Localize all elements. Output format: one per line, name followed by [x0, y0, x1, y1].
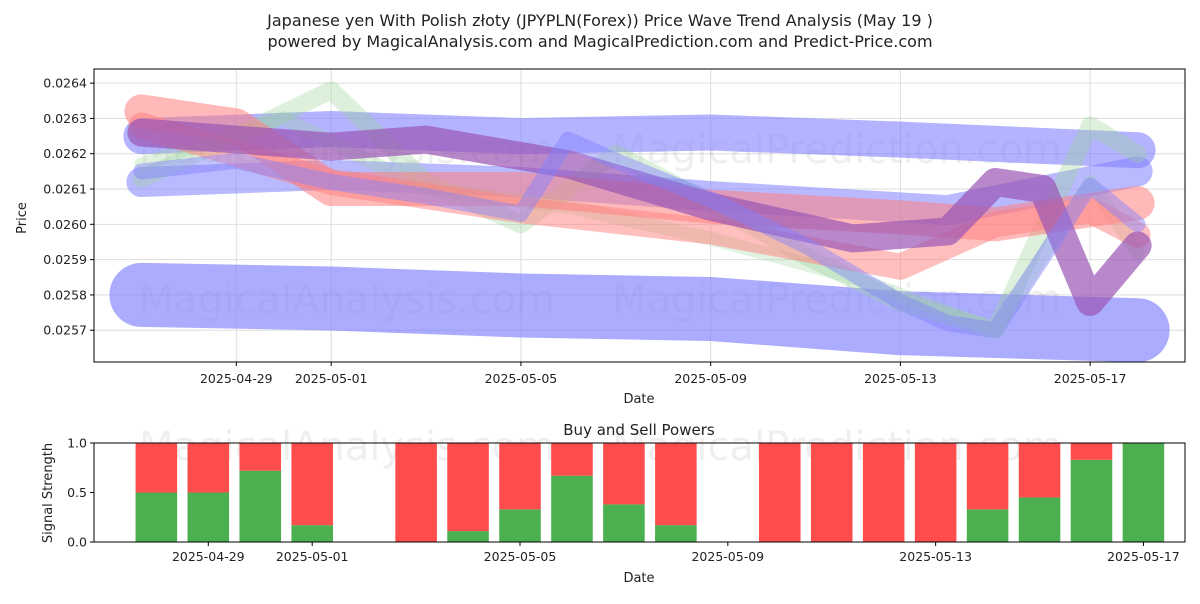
- price-x-axis-label: Date: [623, 392, 654, 407]
- sell-bar: [810, 443, 853, 542]
- price-plot-frame: [93, 68, 1186, 363]
- buy-bar: [187, 492, 230, 542]
- chart-title-line2: powered by MagicalAnalysis.com and Magic…: [267, 32, 932, 51]
- price-x-tick-label: 2025-05-09: [674, 371, 747, 386]
- buy-bar: [1122, 443, 1165, 542]
- signal-x-tick-label: 2025-05-01: [276, 549, 349, 564]
- buy-bar: [1018, 497, 1061, 542]
- wave-series-blue-0: [123, 111, 1156, 169]
- wave-series-blue-8: [133, 131, 1146, 339]
- buy-bar: [499, 509, 541, 542]
- buy-bar: [239, 470, 282, 542]
- sell-bar: [914, 443, 957, 542]
- buy-bar: [655, 525, 697, 542]
- signal-y-tick-label: 0.5: [67, 485, 87, 500]
- wave-series: [109, 81, 1170, 362]
- sell-bar: [966, 443, 1009, 510]
- price-y-tick-label: 0.0260: [43, 217, 87, 232]
- price-x-tick-label: 2025-05-05: [485, 371, 558, 386]
- sell-bar: [447, 443, 489, 532]
- price-y-tick-label: 0.0258: [43, 287, 87, 302]
- price-plot: MagicalAnalysis.com MagicalPrediction.co…: [15, 68, 1186, 407]
- sell-bar: [395, 443, 437, 542]
- sell-bar: [239, 443, 282, 471]
- signal-x-tick-label: 2025-05-13: [899, 549, 972, 564]
- wave-series-blue-2: [109, 262, 1170, 362]
- buy-bar: [603, 504, 645, 542]
- signal-x-ticks: 2025-04-29 2025-05-01 2025-05-05 2025-05-09…: [172, 542, 1180, 564]
- sell-bar: [135, 443, 178, 493]
- price-y-ticks: 0.0257 0.0258 0.0259 0.0260 0.0261 0.0262 0.02…: [43, 76, 94, 338]
- sell-bar: [1070, 443, 1113, 460]
- buy-bar: [966, 509, 1009, 542]
- sell-bar: [758, 443, 801, 542]
- price-x-tick-label: 2025-04-29: [200, 371, 273, 386]
- signal-x-tick-label: 2025-05-09: [691, 549, 764, 564]
- signal-plot: Buy and Sell Powers MagicalAnalysis.com …: [41, 421, 1186, 586]
- wave-series-red-6: [128, 112, 1151, 280]
- buy-bar: [551, 475, 593, 542]
- sell-bar: [1018, 443, 1061, 498]
- signal-y-tick-label: 1.0: [67, 436, 87, 451]
- signal-x-tick-label: 2025-05-17: [1107, 549, 1180, 564]
- chart-title-line1: Japanese yen With Polish złoty (JPYPLN(F…: [266, 11, 933, 30]
- price-x-ticks: 2025-04-29 2025-05-01 2025-05-05 2025-05-09…: [200, 362, 1126, 386]
- price-y-tick-label: 0.0259: [43, 252, 87, 267]
- price-y-tick-label: 0.0262: [43, 146, 87, 161]
- sell-bar: [655, 443, 697, 526]
- sell-bar: [499, 443, 541, 510]
- buy-bar: [447, 531, 489, 542]
- price-y-axis-label: Price: [15, 202, 30, 234]
- sell-bar: [551, 443, 593, 476]
- price-x-tick-label: 2025-05-17: [1054, 371, 1127, 386]
- buy-bar: [1070, 459, 1113, 542]
- signal-y-ticks: 0.0 0.5 1.0: [67, 436, 94, 550]
- signal-plot-title: Buy and Sell Powers: [563, 421, 715, 439]
- signal-x-tick-label: 2025-05-05: [484, 549, 557, 564]
- price-y-tick-label: 0.0261: [43, 182, 87, 197]
- wave-series-clip: [109, 81, 1170, 362]
- signal-bars: [135, 443, 1165, 542]
- price-y-tick-label: 0.0263: [43, 111, 87, 126]
- sell-bar: [603, 443, 645, 505]
- price-y-tick-label: 0.0264: [43, 76, 87, 91]
- signal-x-axis-label: Date: [623, 571, 654, 586]
- sell-bar: [862, 443, 905, 542]
- signal-x-tick-label: 2025-04-29: [172, 549, 245, 564]
- price-x-tick-label: 2025-05-13: [864, 371, 937, 386]
- sell-bar: [187, 443, 230, 493]
- wave-series-purple-7: [127, 118, 1152, 316]
- price-x-tick-label: 2025-05-01: [295, 371, 368, 386]
- price-y-tick-label: 0.0257: [43, 323, 87, 338]
- buy-bar: [291, 525, 333, 542]
- sell-bar: [291, 443, 333, 526]
- signal-y-axis-label: Signal Strength: [41, 443, 56, 543]
- buy-bar: [135, 492, 178, 542]
- signal-y-tick-label: 0.0: [67, 535, 87, 550]
